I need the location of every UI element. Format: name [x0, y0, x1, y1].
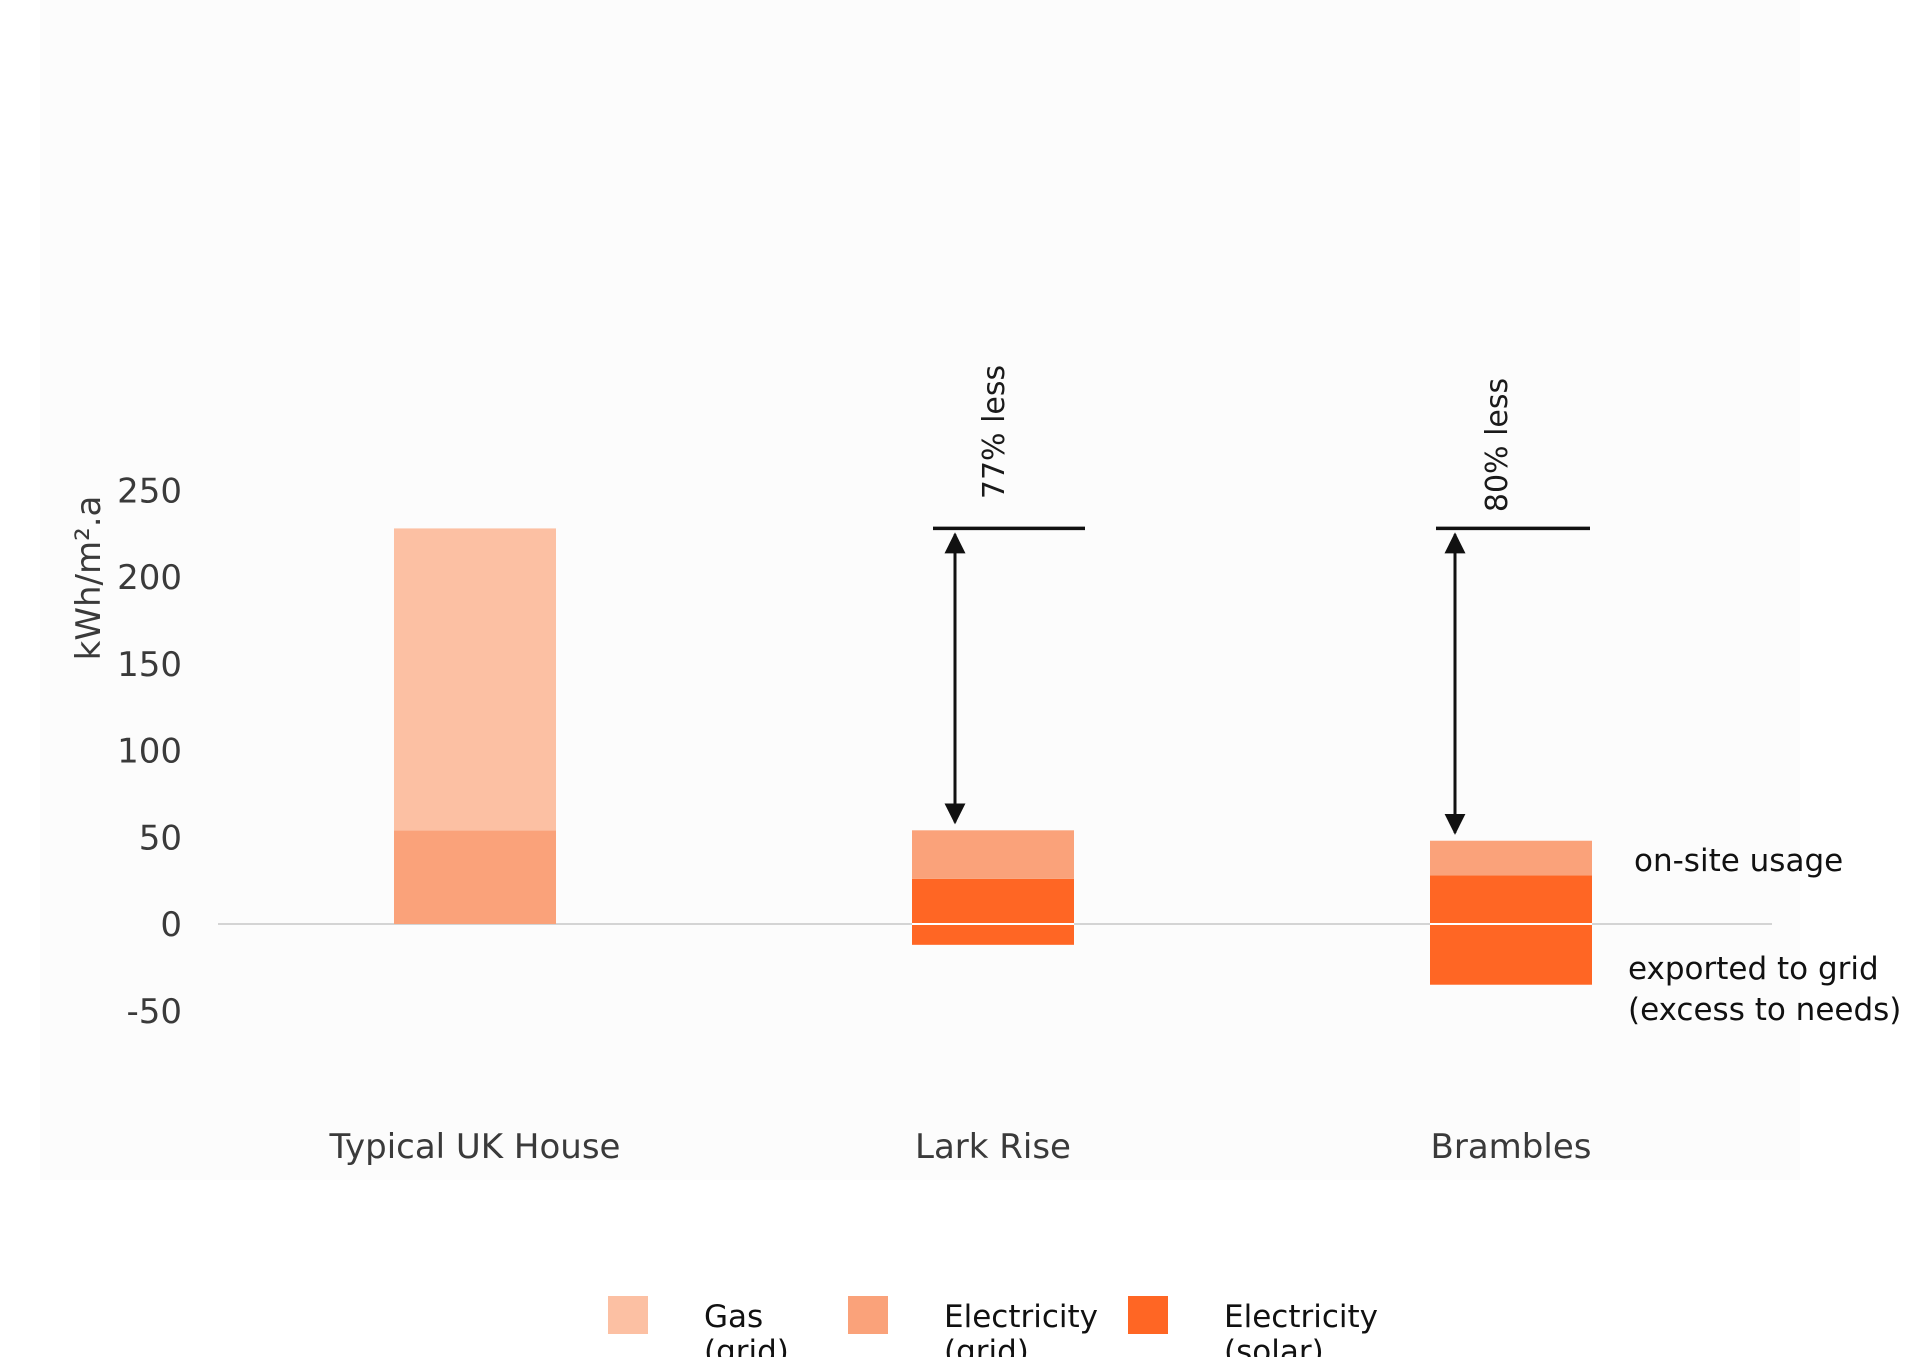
- bar-segment: [394, 528, 556, 831]
- side-labels: on-site usage exported to grid (excess t…: [1628, 843, 1901, 1028]
- legend-swatch: [608, 1296, 648, 1334]
- legend-label-line1: Gas: [704, 1299, 763, 1335]
- bar-segment: [1430, 875, 1592, 924]
- category-label: Typical UK House: [329, 1127, 621, 1167]
- legend-label-line1: Electricity: [944, 1299, 1098, 1335]
- legend-swatch: [1128, 1296, 1168, 1334]
- legend-label-line2: (solar): [1224, 1334, 1324, 1357]
- plot-area-background: [40, 0, 1800, 1180]
- reduction-label: 80% less: [1480, 378, 1515, 512]
- y-axis-label: kWh/m².a: [69, 496, 109, 661]
- bar-segment: [394, 830, 556, 924]
- reduction-annotations: 77% less 80% less: [933, 365, 1590, 835]
- legend: Gas(grid)Electricity(grid)Electricity(so…: [608, 1296, 1378, 1357]
- bar-segment-negative: [1430, 924, 1592, 985]
- y-tick-label: 0: [160, 905, 182, 945]
- legend-label-line1: Electricity: [1224, 1299, 1378, 1335]
- y-tick-label: 100: [117, 732, 182, 772]
- y-axis-ticks: 250 200 150 100 50 0 -50: [117, 471, 182, 1032]
- y-tick-label: 200: [117, 558, 182, 598]
- bar-segment-negative: [912, 924, 1074, 945]
- exported-label-line1: exported to grid: [1628, 951, 1879, 987]
- bars: [394, 528, 1592, 985]
- legend-label-line2: (grid): [944, 1334, 1029, 1357]
- reduction-label: 77% less: [977, 365, 1012, 499]
- category-label: Brambles: [1431, 1127, 1592, 1167]
- category-labels: Typical UK House Lark Rise Brambles: [329, 1127, 1592, 1167]
- y-tick-label: 50: [139, 818, 182, 858]
- bar-segment: [912, 878, 1074, 924]
- bar-segment: [1430, 840, 1592, 876]
- bar-segment: [912, 830, 1074, 879]
- y-tick-label: 250: [117, 471, 182, 511]
- on-site-usage-label: on-site usage: [1634, 843, 1843, 879]
- legend-swatch: [848, 1296, 888, 1334]
- exported-label-line2: (excess to needs): [1628, 992, 1901, 1028]
- y-tick-label: 150: [117, 645, 182, 685]
- category-label: Lark Rise: [915, 1127, 1071, 1167]
- y-tick-label: -50: [126, 992, 182, 1032]
- legend-label-line2: (grid): [704, 1334, 789, 1357]
